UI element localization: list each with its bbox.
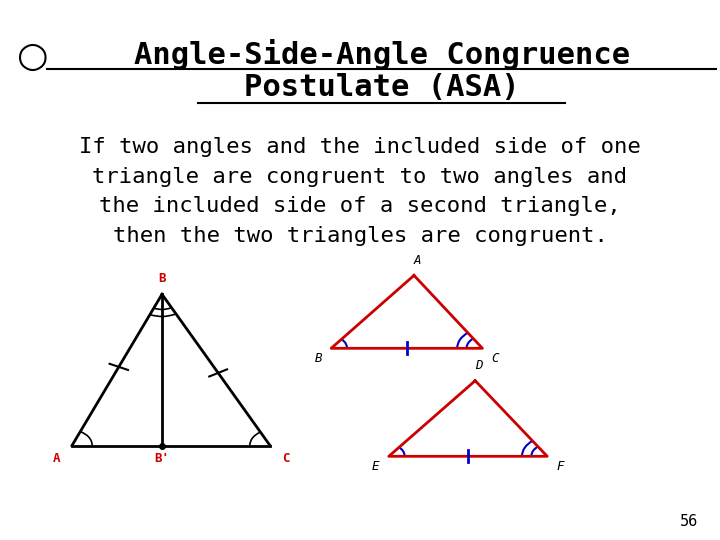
Text: C: C [492, 352, 499, 365]
Text: 56: 56 [680, 514, 698, 529]
Text: E: E [372, 460, 379, 473]
Text: C: C [282, 451, 289, 465]
Text: A: A [53, 451, 60, 465]
Text: D: D [475, 359, 482, 372]
Text: B': B' [155, 451, 169, 465]
Text: Postulate (ASA): Postulate (ASA) [244, 73, 519, 102]
Text: B: B [315, 352, 322, 365]
Text: ○: ○ [17, 40, 48, 73]
Text: B: B [158, 272, 166, 286]
Text: Angle-Side-Angle Congruence: Angle-Side-Angle Congruence [133, 38, 630, 70]
Text: A: A [414, 253, 421, 267]
Text: If two angles and the included side of one
triangle are congruent to two angles : If two angles and the included side of o… [79, 137, 641, 246]
Text: F: F [557, 460, 564, 473]
